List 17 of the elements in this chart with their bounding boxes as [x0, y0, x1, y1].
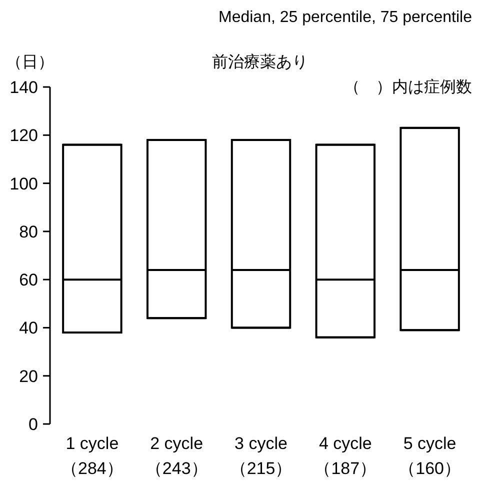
y-tick-label: 60 [19, 270, 38, 290]
x-tick-label: 3 cycle （215） [230, 434, 292, 478]
y-tick-label: 120 [10, 126, 38, 146]
y-axis-title: （日） [6, 54, 54, 71]
y-tick-label: 20 [19, 366, 38, 386]
x-tick-label: 2 cycle （243） [145, 434, 208, 478]
y-tick-label: 0 [28, 415, 38, 434]
chart-title: 前治療薬あり [212, 53, 308, 71]
y-tick-label: 80 [19, 222, 38, 242]
y-tick-label: 40 [19, 318, 38, 338]
x-tick-label: 4 cycle （187） [314, 434, 377, 478]
y-tick-label: 100 [10, 174, 38, 194]
chart-subtitle: Median, 25 percentile, 75 percentile [218, 9, 472, 26]
y-tick-label: 140 [10, 78, 38, 97]
x-tick-label: 1 cycle （284） [61, 434, 124, 478]
annotation: （ ）内は症例数 [344, 78, 472, 96]
x-tick-label: 5 cycle （160） [398, 434, 461, 478]
